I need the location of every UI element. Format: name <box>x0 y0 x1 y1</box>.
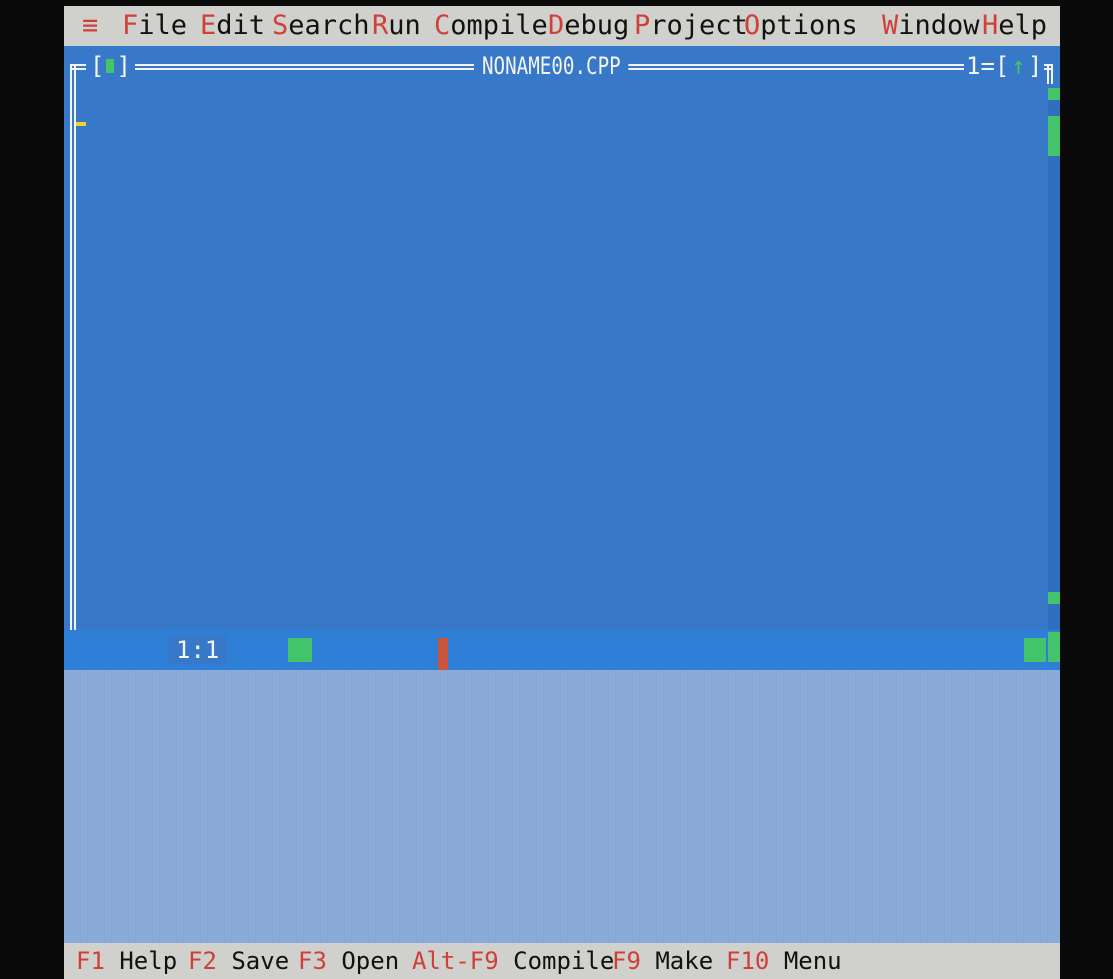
menu-search[interactable]: Search <box>272 10 370 41</box>
desktop-background <box>64 670 1060 943</box>
editor-window[interactable]: [] NONAME00.CPP 1 =[↑] 1:1 <box>64 46 1060 674</box>
window-frame-right <box>1047 64 1053 84</box>
window-title: NONAME00.CPP <box>474 52 629 80</box>
hint-make[interactable]: F9 Make <box>612 947 714 975</box>
hint-compile[interactable]: Alt-F9 Compile <box>412 947 615 975</box>
menu-run[interactable]: Run <box>372 10 421 41</box>
menu-file[interactable]: File <box>122 10 188 41</box>
scroll-up-arrow-icon[interactable] <box>1048 88 1060 100</box>
menu-compile[interactable]: Compile <box>434 10 548 41</box>
vertical-scroll-thumb[interactable] <box>1048 116 1060 156</box>
close-icon <box>106 59 115 73</box>
window-number: 1 =[↑] <box>964 52 1045 80</box>
hint-save[interactable]: F2 Save <box>188 947 290 975</box>
window-frame-left <box>70 64 76 656</box>
scroll-left-arrow-icon[interactable] <box>288 638 312 662</box>
menu-window[interactable]: Window <box>882 10 980 41</box>
menu-help[interactable]: Help <box>982 10 1048 41</box>
resize-corner-icon[interactable] <box>1048 632 1060 662</box>
menu-edit[interactable]: Edit <box>200 10 266 41</box>
scroll-right-arrow-icon[interactable] <box>1024 638 1046 662</box>
text-cursor <box>76 122 86 126</box>
zoom-arrow-icon[interactable]: ↑ <box>1011 52 1026 80</box>
menu-bar: ≡ File Edit Search Run Compile Debug Pro… <box>64 6 1060 46</box>
system-menu-icon[interactable]: ≡ <box>82 10 99 41</box>
hint-help[interactable]: F1 Help <box>76 947 178 975</box>
close-button[interactable]: [] <box>86 52 135 80</box>
menu-options[interactable]: Options <box>744 10 858 41</box>
status-bar: F1 Help F2 Save F3 Open Alt-F9 Compile F… <box>64 943 1060 979</box>
menu-debug[interactable]: Debug <box>548 10 630 41</box>
horizontal-scrollbar[interactable]: 1:1 <box>64 630 1060 674</box>
screen: ≡ File Edit Search Run Compile Debug Pro… <box>64 6 1060 979</box>
scroll-down-arrow-icon[interactable] <box>1048 592 1060 604</box>
hint-menu[interactable]: F10 Menu <box>726 947 842 975</box>
vertical-scrollbar[interactable] <box>1048 88 1060 648</box>
hint-open[interactable]: F3 Open <box>298 947 400 975</box>
horizontal-scroll-thumb[interactable] <box>438 638 448 674</box>
cursor-position: 1:1 <box>168 636 228 664</box>
menu-project[interactable]: Project <box>634 10 748 41</box>
